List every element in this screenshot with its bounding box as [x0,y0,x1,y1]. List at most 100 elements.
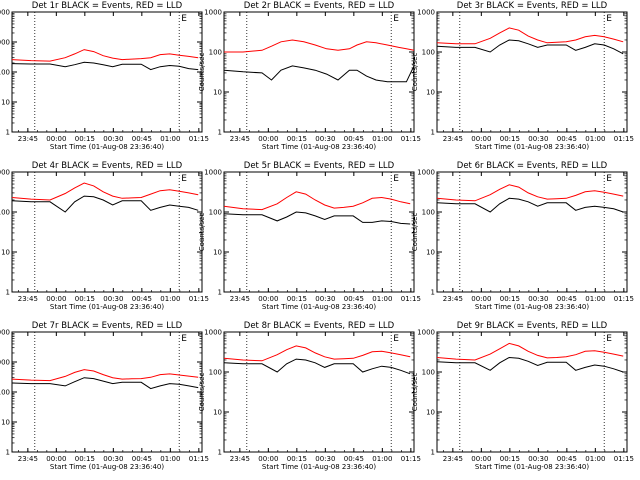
x-axis-label: Start Time (01-Aug-08 23:36:40) [50,303,164,311]
series-line-lld [11,49,199,62]
marker-label: E [606,334,612,344]
y-tick-label: 1 [6,449,10,457]
y-tick-label: 1 [218,129,222,137]
y-tick-label: 1 [431,129,435,137]
x-tick-label: 00:45 [557,135,577,143]
panel-title: Det 6r BLACK = Events, RED = LLD [457,161,608,171]
series-line-lld [224,39,415,53]
series-line-lld [223,191,411,211]
x-tick-label: 00:30 [528,455,548,463]
series-line-events [11,195,199,213]
x-tick-label: 01:15 [614,295,634,303]
x-tick-label: 01:00 [372,135,392,143]
x-tick-label: 01:00 [372,455,392,463]
x-tick-label: 00:00 [471,135,491,143]
y-tick-label: 1000 [204,329,222,337]
marker-label: E [181,174,187,184]
y-axis-label: Counts/sec [411,373,419,412]
y-tick-label: 100 [422,369,435,377]
y-tick-label: 100 [209,209,222,217]
series-line-lld [11,182,199,201]
x-tick-label: 01:00 [585,455,605,463]
x-tick-label: 00:00 [46,455,66,463]
plot-frame [223,11,415,133]
x-tick-label: 00:00 [258,295,278,303]
plot-frame [436,11,628,133]
x-tick-label: 00:30 [315,135,335,143]
y-tick-label: 10 [213,249,222,257]
y-axis-label: Counts/sec [411,53,419,92]
panel-title: Det 7r BLACK = Events, RED = LLD [32,321,183,331]
panel-title: Det 9r BLACK = Events, RED = LLD [457,321,608,331]
y-tick-label: 1 [431,449,435,457]
panel-5r: Det 5r BLACK = Events, RED = LLD 1 10 100 10… [198,161,421,311]
panel-4r: Det 4r BLACK = Events, RED = LLD 1 10 100 10… [0,161,209,311]
y-tick-label: 1 [6,129,10,137]
series-line-events [223,65,415,83]
y-axis-label: Counts/sec [198,213,206,252]
panel-9r: Det 9r BLACK = Events, RED = LLD 1 10 100 10… [411,321,634,471]
x-tick-label: 00:15 [500,135,520,143]
x-tick-label: 00:15 [287,455,307,463]
x-axis-label: Start Time (01-Aug-08 23:36:40) [50,143,164,151]
series-line-lld [436,342,624,361]
plot-frame [11,11,203,133]
series-line-events [223,358,411,375]
x-tick-label: 00:45 [557,295,577,303]
y-axis-label: Counts/sec [411,213,419,252]
series-line-lld [436,27,624,45]
panel-title: Det 1r BLACK = Events, RED = LLD [32,1,183,11]
panel-title: Det 8r BLACK = Events, RED = LLD [244,321,395,331]
y-tick-label: 1 [218,289,222,297]
x-axis-label: Start Time (01-Aug-08 23:36:40) [262,143,376,151]
plot-frame [223,171,415,293]
x-tick-label: 00:15 [75,295,95,303]
x-tick-label: 00:30 [528,295,548,303]
marker-label: E [181,14,187,24]
y-tick-label: 1000 [204,9,222,17]
x-tick-label: 01:15 [189,135,209,143]
x-axis-label: Start Time (01-Aug-08 23:36:40) [50,463,164,471]
y-tick-label: 10 [426,249,435,257]
series-line-lld [11,369,199,382]
x-tick-label: 23:45 [230,295,250,303]
panel-title: Det 5r BLACK = Events, RED = LLD [244,161,395,171]
x-tick-label: 00:00 [258,455,278,463]
series-line-events [223,211,411,225]
y-tick-label: 1000 [0,169,10,177]
x-tick-label: 00:00 [258,135,278,143]
panel-8r: Det 8r BLACK = Events, RED = LLD 1 10 100 10… [198,321,421,471]
x-tick-label: 00:15 [500,455,520,463]
y-tick-label: 10 [1,419,10,427]
x-tick-label: 01:00 [372,295,392,303]
x-tick-label: 01:15 [189,455,209,463]
plot-frame [436,331,628,453]
x-tick-label: 00:45 [132,135,152,143]
x-tick-label: 01:00 [160,295,180,303]
series-line-lld [436,184,624,202]
plot-frame [223,331,415,453]
x-tick-label: 23:45 [230,455,250,463]
x-tick-label: 00:15 [287,135,307,143]
x-tick-label: 00:45 [132,455,152,463]
x-tick-label: 00:30 [103,455,123,463]
y-tick-label: 100 [422,209,435,217]
y-tick-label: 10 [1,99,10,107]
x-axis-label: Start Time (01-Aug-08 23:36:40) [262,303,376,311]
x-tick-label: 00:00 [471,455,491,463]
marker-label: E [606,14,612,24]
y-tick-label: 1000 [0,39,10,47]
series-line-events [436,356,624,373]
y-tick-label: 100 [209,49,222,57]
y-tick-label: 100 [422,49,435,57]
x-tick-label: 00:30 [315,295,335,303]
panel-title: Det 4r BLACK = Events, RED = LLD [32,161,183,171]
plot-frame [11,331,203,453]
x-tick-label: 01:15 [401,295,421,303]
y-tick-label: 1000 [204,169,222,177]
y-tick-label: 100 [0,69,10,77]
x-tick-label: 00:45 [344,455,364,463]
